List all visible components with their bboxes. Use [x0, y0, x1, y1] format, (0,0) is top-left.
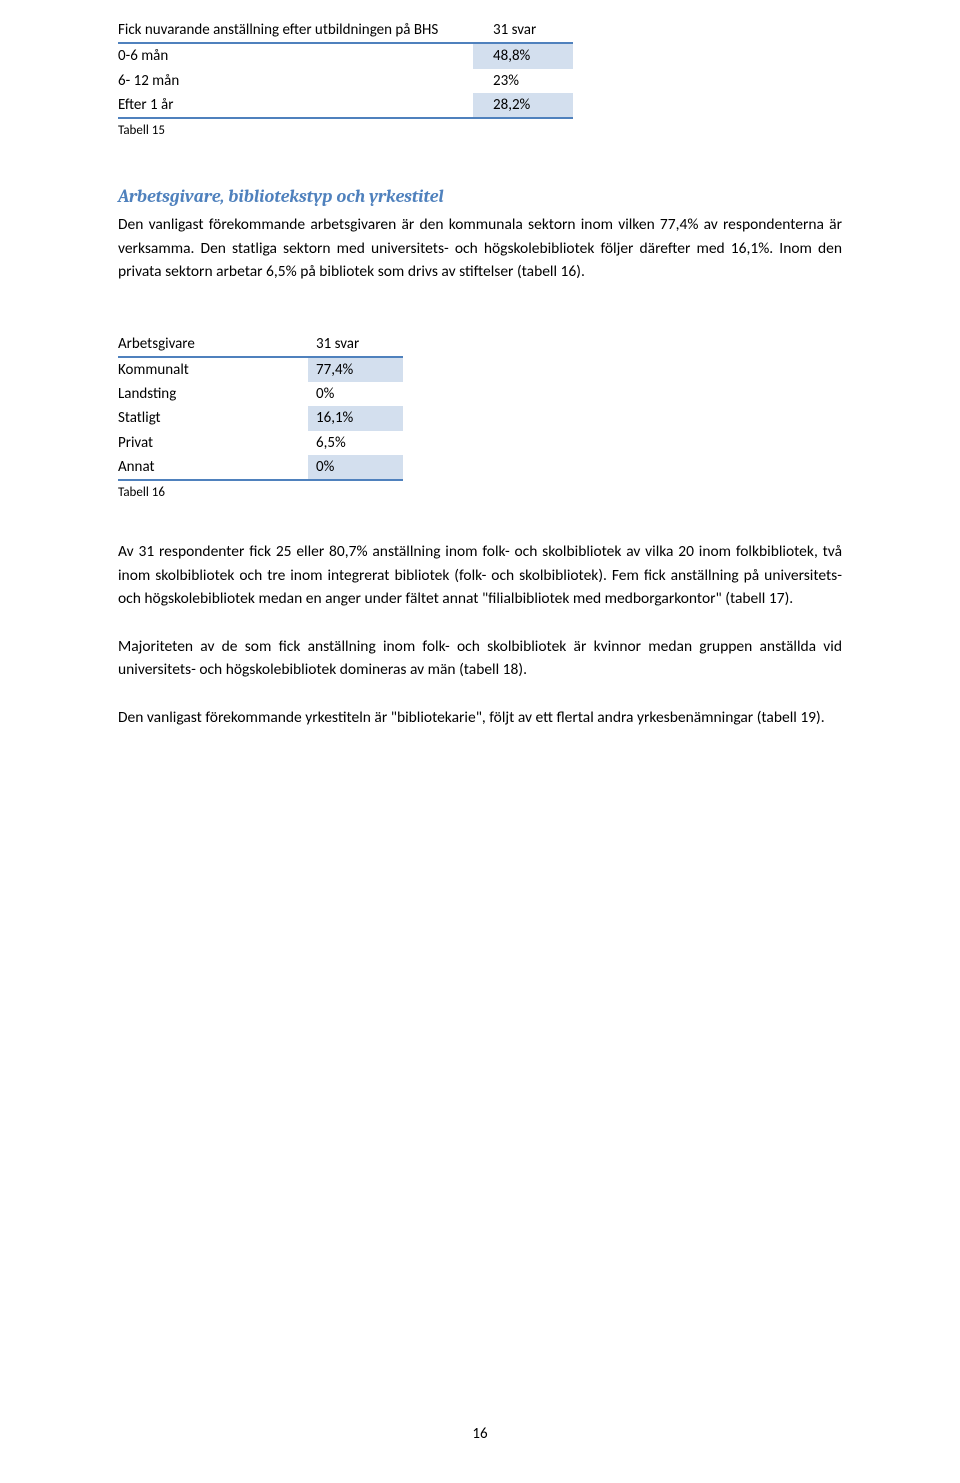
- table-row-value: 48,8%: [473, 43, 573, 68]
- table-row-value: 6,5%: [308, 431, 403, 455]
- table-row-label: 6- 12 mån: [118, 69, 473, 93]
- table-row-label: Privat: [118, 431, 308, 455]
- page-number: 16: [0, 1425, 960, 1443]
- table-row-label: Efter 1 år: [118, 93, 473, 118]
- table-row-value: 77,4%: [308, 357, 403, 382]
- table-16-header-label: Arbetsgivare: [118, 332, 308, 357]
- paragraph-3: Majoriteten av de som fick anställning i…: [118, 635, 842, 682]
- table-row-value: 28,2%: [473, 93, 573, 118]
- table-15: Fick nuvarande anställning efter utbildn…: [118, 18, 573, 119]
- section-heading: Arbetsgivare, bibliotekstyp och yrkestit…: [118, 186, 842, 207]
- table-15-caption: Tabell 15: [118, 123, 842, 138]
- table-row-label: 0-6 mån: [118, 43, 473, 68]
- table-row-value: 16,1%: [308, 406, 403, 430]
- table-row-label: Kommunalt: [118, 357, 308, 382]
- table-row-label: Annat: [118, 455, 308, 480]
- table-row-value: 23%: [473, 69, 573, 93]
- table-16-header-value: 31 svar: [308, 332, 403, 357]
- table-15-header-label: Fick nuvarande anställning efter utbildn…: [118, 18, 473, 43]
- paragraph-1: Den vanligast förekommande arbetsgivaren…: [118, 213, 842, 284]
- table-row-value: 0%: [308, 455, 403, 480]
- table-row-label: Landsting: [118, 382, 308, 406]
- table-15-header-value: 31 svar: [473, 18, 573, 43]
- table-row-value: 0%: [308, 382, 403, 406]
- paragraph-4: Den vanligast förekommande yrkestiteln ä…: [118, 706, 842, 730]
- table-16-caption: Tabell 16: [118, 485, 842, 500]
- table-row-label: Statligt: [118, 406, 308, 430]
- document-page: Fick nuvarande anställning efter utbildn…: [0, 0, 960, 1483]
- table-16: Arbetsgivare 31 svar Kommunalt 77,4% Lan…: [118, 332, 403, 482]
- paragraph-2: Av 31 respondenter fick 25 eller 80,7% a…: [118, 540, 842, 611]
